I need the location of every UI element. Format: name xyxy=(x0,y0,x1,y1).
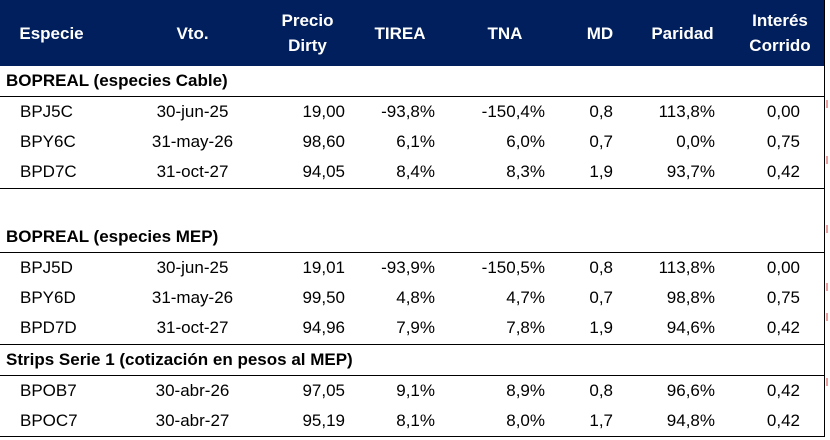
cell-vto: 31-oct-27 xyxy=(156,318,229,337)
cell-md: 1,9 xyxy=(589,318,613,337)
cell-interes: 0,42 xyxy=(766,318,800,337)
table-header: Especie Vto. Precio Dirty TIREA TNA MD P… xyxy=(0,0,825,66)
cell-paridad: 93,7% xyxy=(666,162,715,181)
cell-especie: BPJ5C xyxy=(20,102,73,121)
header-especie: Especie xyxy=(19,23,84,43)
edge-tick-mark xyxy=(826,378,828,386)
cell-md: 0,8 xyxy=(589,258,613,277)
cell-interes: 0,75 xyxy=(766,288,800,307)
header-tna: TNA xyxy=(487,23,523,43)
edge-tick-mark xyxy=(826,156,828,164)
cell-precio: 19,01 xyxy=(302,258,345,277)
table-row: BPOC7 30-abr-27 95,19 8,1% 8,0% 1,7 94,8… xyxy=(0,406,825,436)
cell-especie: BPD7C xyxy=(20,162,77,181)
cell-precio: 19,00 xyxy=(302,102,345,121)
section-title: BOPREAL (especies MEP) xyxy=(6,227,219,246)
cell-tirea: 6,1% xyxy=(396,132,435,151)
table-bottom-border xyxy=(0,436,825,437)
table-right-border xyxy=(824,0,825,437)
cell-vto: 30-jun-25 xyxy=(156,102,229,121)
cell-paridad: 98,8% xyxy=(666,288,715,307)
cell-md: 0,7 xyxy=(589,288,613,307)
cell-vto: 31-may-26 xyxy=(151,288,234,307)
cell-tirea: 9,1% xyxy=(396,381,435,400)
table-row: BPY6D 31-may-26 99,50 4,8% 4,7% 0,7 98,8… xyxy=(0,283,825,313)
table-row: BPOB7 30-abr-26 97,05 9,1% 8,9% 0,8 96,6… xyxy=(0,376,825,406)
cell-vto: 31-oct-27 xyxy=(156,162,229,181)
cell-paridad: 0,0% xyxy=(676,132,715,151)
cell-interes: 0,42 xyxy=(766,162,800,181)
cell-precio: 95,19 xyxy=(302,411,345,430)
cell-paridad: 96,6% xyxy=(666,381,715,400)
cell-tna: 4,7% xyxy=(506,288,545,307)
table-row: BPJ5C 30-jun-25 19,00 -93,8% -150,4% 0,8… xyxy=(0,97,825,127)
edge-tick-mark xyxy=(826,225,828,233)
cell-tna: -150,5% xyxy=(481,258,545,277)
cell-tirea: -93,8% xyxy=(381,102,435,121)
cell-tna: 8,0% xyxy=(506,411,545,430)
cell-md: 1,7 xyxy=(589,411,613,430)
cell-interes: 0,75 xyxy=(766,132,800,151)
header-paridad: Paridad xyxy=(651,23,714,43)
cell-precio: 99,50 xyxy=(302,288,345,307)
header-precio-dirty: Precio Dirty xyxy=(281,11,334,55)
table-row: BPY6C 31-may-26 98,60 6,1% 6,0% 0,7 0,0%… xyxy=(0,127,825,157)
cell-tirea: 8,4% xyxy=(396,162,435,181)
cell-tirea: -93,9% xyxy=(381,258,435,277)
cell-precio: 97,05 xyxy=(302,381,345,400)
cell-interes: 0,00 xyxy=(766,102,800,121)
cell-interes: 0,42 xyxy=(766,411,800,430)
cell-interes: 0,00 xyxy=(766,258,800,277)
cell-vto: 31-may-26 xyxy=(151,132,234,151)
cell-tna: 6,0% xyxy=(506,132,545,151)
table-row: BPD7D 31-oct-27 94,96 7,9% 7,8% 1,9 94,6… xyxy=(0,313,825,343)
edge-tick-mark xyxy=(826,100,828,108)
cell-especie: BPY6D xyxy=(20,288,76,307)
section-bottom-border xyxy=(0,344,825,345)
section-bottom-border xyxy=(0,188,825,189)
cell-precio: 94,05 xyxy=(302,162,345,181)
cell-paridad: 94,6% xyxy=(666,318,715,337)
header-interes-corrido: Interés Corrido xyxy=(749,11,811,55)
cell-vto: 30-abr-27 xyxy=(155,411,230,430)
table-row: BPJ5D 30-jun-25 19,01 -93,9% -150,5% 0,8… xyxy=(0,253,825,283)
cell-tna: 8,9% xyxy=(506,381,545,400)
cell-especie: BPJ5D xyxy=(20,258,73,277)
table-row: BPD7C 31-oct-27 94,05 8,4% 8,3% 1,9 93,7… xyxy=(0,157,825,187)
cell-interes: 0,42 xyxy=(766,381,800,400)
cell-md: 0,8 xyxy=(589,102,613,121)
section-divider xyxy=(0,96,825,97)
cell-tirea: 4,8% xyxy=(396,288,435,307)
cell-md: 0,7 xyxy=(589,132,613,151)
cell-paridad: 113,8% xyxy=(658,102,715,121)
cell-especie: BPY6C xyxy=(20,132,76,151)
cell-precio: 94,96 xyxy=(302,318,345,337)
cell-tna: -150,4% xyxy=(481,102,545,121)
cell-tirea: 7,9% xyxy=(396,318,435,337)
cell-precio: 98,60 xyxy=(302,132,345,151)
header-vto: Vto. xyxy=(176,23,209,43)
edge-tick-mark xyxy=(826,313,828,321)
cell-especie: BPOC7 xyxy=(20,411,78,430)
header-tirea: TIREA xyxy=(374,23,426,43)
cell-tna: 7,8% xyxy=(506,318,545,337)
cell-tirea: 8,1% xyxy=(396,411,435,430)
cell-paridad: 113,8% xyxy=(658,258,715,277)
cell-especie: BPOB7 xyxy=(20,381,77,400)
section-divider xyxy=(0,375,825,376)
header-md: MD xyxy=(586,23,614,43)
section-divider xyxy=(0,252,825,253)
cell-md: 0,8 xyxy=(589,381,613,400)
cell-md: 1,9 xyxy=(589,162,613,181)
section-title: BOPREAL (especies Cable) xyxy=(6,71,228,90)
cell-tna: 8,3% xyxy=(506,162,545,181)
section-title: Strips Serie 1 (cotización en pesos al M… xyxy=(6,350,353,369)
cell-especie: BPD7D xyxy=(20,318,77,337)
cell-paridad: 94,8% xyxy=(666,411,715,430)
cell-vto: 30-abr-26 xyxy=(155,381,230,400)
edge-tick-mark xyxy=(826,283,828,291)
cell-vto: 30-jun-25 xyxy=(156,258,229,277)
